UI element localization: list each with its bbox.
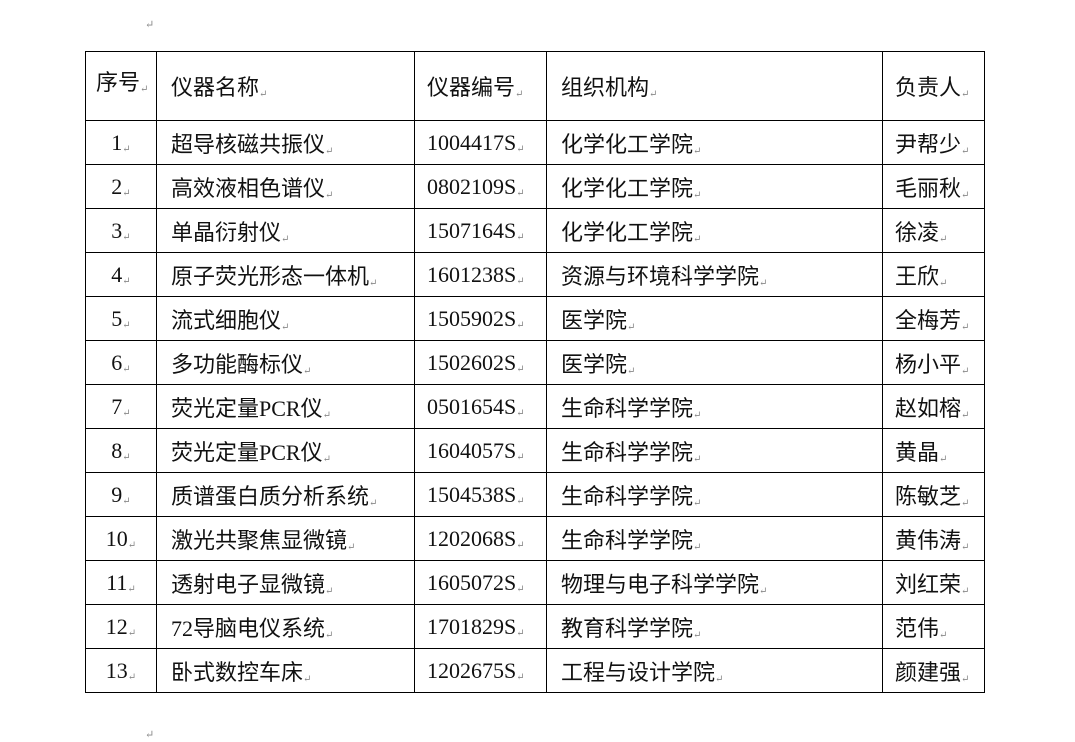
cell-org: 化学化工学院 <box>546 164 883 209</box>
cell-index: 7 <box>85 384 157 429</box>
header-code: 仪器编号 <box>414 51 547 121</box>
table-row: 3单晶衍射仪1507164S化学化工学院徐凌 <box>85 208 985 253</box>
cell-person: 尹帮少 <box>882 120 985 165</box>
table-row: 5流式细胞仪1505902S医学院全梅芳 <box>85 296 985 341</box>
cell-org: 生命科学学院 <box>546 384 883 429</box>
cell-org: 资源与环境科学学院 <box>546 252 883 297</box>
paragraph-mark: ↵ <box>145 729 155 741</box>
cell-name: 高效液相色谱仪 <box>156 164 415 209</box>
cell-code: 1507164S <box>414 208 547 253</box>
table-row: 1272导脑电仪系统1701829S教育科学学院范伟 <box>85 604 985 649</box>
header-index: 序号 <box>85 51 157 121</box>
cell-person: 陈敏芝 <box>882 472 985 517</box>
cell-org: 化学化工学院 <box>546 120 883 165</box>
header-name: 仪器名称 <box>156 51 415 121</box>
table-row: 13卧式数控车床1202675S工程与设计学院颜建强 <box>85 648 985 693</box>
cell-code: 1502602S <box>414 340 547 385</box>
cell-name: 质谱蛋白质分析系统 <box>156 472 415 517</box>
table-row: 9质谱蛋白质分析系统1504538S生命科学学院陈敏芝 <box>85 472 985 517</box>
cell-index: 12 <box>85 604 157 649</box>
cell-code: 1605072S <box>414 560 547 605</box>
table-row: 1超导核磁共振仪1004417S化学化工学院尹帮少 <box>85 120 985 165</box>
cell-person: 王欣 <box>882 252 985 297</box>
cell-index: 11 <box>85 560 157 605</box>
cell-index: 2 <box>85 164 157 209</box>
cell-name: 激光共聚焦显微镜 <box>156 516 415 561</box>
cell-org: 教育科学学院 <box>546 604 883 649</box>
cell-code: 1601238S <box>414 252 547 297</box>
cell-person: 徐凌 <box>882 208 985 253</box>
cell-code: 1504538S <box>414 472 547 517</box>
table-row: 4原子荧光形态一体机1601238S资源与环境科学学院王欣 <box>85 252 985 297</box>
cell-org: 物理与电子科学学院 <box>546 560 883 605</box>
cell-code: 1505902S <box>414 296 547 341</box>
cell-name: 荧光定量PCR仪 <box>156 384 415 429</box>
cell-person: 黄伟涛 <box>882 516 985 561</box>
cell-org: 工程与设计学院 <box>546 648 883 693</box>
paragraph-mark: ↵ <box>145 19 155 31</box>
cell-code: 0802109S <box>414 164 547 209</box>
cell-index: 4 <box>85 252 157 297</box>
cell-code: 1004417S <box>414 120 547 165</box>
table-row: 8荧光定量PCR仪1604057S生命科学学院黄晶 <box>85 428 985 473</box>
cell-code: 1202675S <box>414 648 547 693</box>
table-row: 7荧光定量PCR仪0501654S生命科学学院赵如榕 <box>85 384 985 429</box>
header-person: 负责人 <box>882 51 985 121</box>
cell-name: 流式细胞仪 <box>156 296 415 341</box>
cell-org: 医学院 <box>546 296 883 341</box>
cell-index: 10 <box>85 516 157 561</box>
cell-index: 6 <box>85 340 157 385</box>
cell-code: 1701829S <box>414 604 547 649</box>
cell-name: 超导核磁共振仪 <box>156 120 415 165</box>
table-row: 10激光共聚焦显微镜1202068S生命科学学院黄伟涛 <box>85 516 985 561</box>
cell-index: 13 <box>85 648 157 693</box>
cell-name: 透射电子显微镜 <box>156 560 415 605</box>
cell-name: 单晶衍射仪 <box>156 208 415 253</box>
header-org: 组织机构 <box>546 51 883 121</box>
cell-org: 医学院 <box>546 340 883 385</box>
instrument-table: 序号 仪器名称 仪器编号 组织机构 负责人 1超导核磁共振仪1004417S化学… <box>85 51 985 693</box>
table-row: 11透射电子显微镜1605072S物理与电子科学学院刘红荣 <box>85 560 985 605</box>
cell-person: 颜建强 <box>882 648 985 693</box>
cell-code: 1604057S <box>414 428 547 473</box>
cell-org: 生命科学学院 <box>546 428 883 473</box>
table-row: 2高效液相色谱仪0802109S化学化工学院毛丽秋 <box>85 164 985 209</box>
cell-code: 1202068S <box>414 516 547 561</box>
cell-org: 化学化工学院 <box>546 208 883 253</box>
cell-index: 5 <box>85 296 157 341</box>
cell-index: 8 <box>85 428 157 473</box>
cell-person: 刘红荣 <box>882 560 985 605</box>
cell-index: 9 <box>85 472 157 517</box>
cell-code: 0501654S <box>414 384 547 429</box>
cell-person: 全梅芳 <box>882 296 985 341</box>
cell-person: 范伟 <box>882 604 985 649</box>
cell-org: 生命科学学院 <box>546 516 883 561</box>
cell-index: 3 <box>85 208 157 253</box>
cell-org: 生命科学学院 <box>546 472 883 517</box>
cell-person: 赵如榕 <box>882 384 985 429</box>
cell-person: 杨小平 <box>882 340 985 385</box>
cell-name: 荧光定量PCR仪 <box>156 428 415 473</box>
cell-name: 卧式数控车床 <box>156 648 415 693</box>
cell-index: 1 <box>85 120 157 165</box>
cell-name: 原子荧光形态一体机 <box>156 252 415 297</box>
cell-person: 黄晶 <box>882 428 985 473</box>
cell-name: 多功能酶标仪 <box>156 340 415 385</box>
table-row: 6多功能酶标仪1502602S医学院杨小平 <box>85 340 985 385</box>
cell-person: 毛丽秋 <box>882 164 985 209</box>
table-header-row: 序号 仪器名称 仪器编号 组织机构 负责人 <box>85 51 985 121</box>
cell-name: 72导脑电仪系统 <box>156 604 415 649</box>
